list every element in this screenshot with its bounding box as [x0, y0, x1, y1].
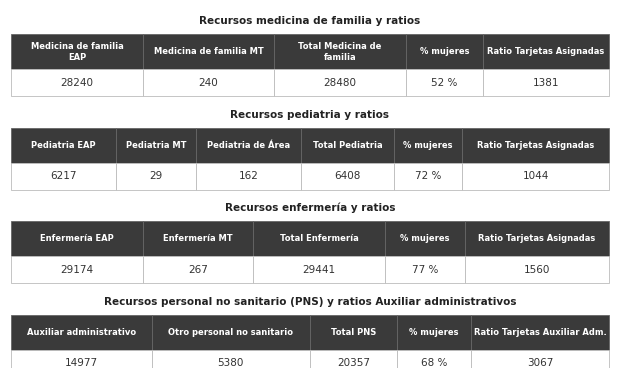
Bar	[143, 69, 274, 96]
Bar	[301, 163, 394, 190]
Text: Ratio Tarjetas Auxiliar Adm.: Ratio Tarjetas Auxiliar Adm.	[474, 328, 606, 337]
Bar	[143, 34, 274, 69]
Bar	[11, 128, 116, 163]
Bar	[143, 256, 253, 283]
Text: % mujeres: % mujeres	[420, 47, 469, 56]
Bar	[11, 163, 116, 190]
Text: Medicina de familia MT: Medicina de familia MT	[154, 47, 264, 56]
Text: Recursos pediatria y ratios: Recursos pediatria y ratios	[231, 110, 389, 120]
Text: 28480: 28480	[324, 78, 356, 88]
Text: 1044: 1044	[523, 171, 549, 181]
Bar	[484, 69, 609, 96]
Text: Total Pediatria: Total Pediatria	[312, 141, 382, 150]
Bar	[466, 221, 609, 256]
Bar	[11, 350, 152, 368]
Text: 72 %: 72 %	[415, 171, 441, 181]
Text: 14977: 14977	[65, 358, 98, 368]
Text: Enfermería EAP: Enfermería EAP	[40, 234, 114, 243]
Text: Enfermería MT: Enfermería MT	[163, 234, 232, 243]
Text: Total Medicina de
familia: Total Medicina de familia	[298, 42, 381, 62]
Bar	[384, 256, 466, 283]
Text: 267: 267	[188, 265, 208, 275]
Bar	[197, 163, 301, 190]
Bar	[484, 34, 609, 69]
Text: 1560: 1560	[524, 265, 551, 275]
Text: 29441: 29441	[303, 265, 335, 275]
Bar	[274, 34, 405, 69]
Bar	[310, 350, 397, 368]
Text: Otro personal no sanitario: Otro personal no sanitario	[168, 328, 293, 337]
Text: Pediatria EAP: Pediatria EAP	[31, 141, 95, 150]
Bar	[394, 128, 463, 163]
Bar	[116, 128, 197, 163]
Bar	[11, 69, 143, 96]
Bar	[253, 256, 384, 283]
Bar	[405, 34, 484, 69]
Text: 28240: 28240	[60, 78, 94, 88]
Bar	[143, 221, 253, 256]
Text: 20357: 20357	[337, 358, 370, 368]
Text: Recursos personal no sanitario (PNS) y ratios Auxiliar administrativos: Recursos personal no sanitario (PNS) y r…	[104, 297, 516, 307]
Text: 6408: 6408	[334, 171, 361, 181]
Bar	[384, 221, 466, 256]
Text: Ratio Tarjetas Asignadas: Ratio Tarjetas Asignadas	[487, 47, 604, 56]
Text: Medicina de familia
EAP: Medicina de familia EAP	[30, 42, 123, 62]
Bar	[11, 256, 143, 283]
Bar	[253, 221, 384, 256]
Bar	[152, 315, 310, 350]
Text: % mujeres: % mujeres	[409, 328, 459, 337]
Bar	[466, 256, 609, 283]
Bar	[116, 163, 197, 190]
Text: 240: 240	[198, 78, 218, 88]
Text: 1381: 1381	[533, 78, 559, 88]
Text: Pediatria MT: Pediatria MT	[126, 141, 187, 150]
Bar	[310, 315, 397, 350]
Text: 3067: 3067	[527, 358, 553, 368]
Text: Recursos medicina de familia y ratios: Recursos medicina de familia y ratios	[200, 16, 420, 26]
Text: 162: 162	[239, 171, 259, 181]
Text: 52 %: 52 %	[432, 78, 458, 88]
Bar	[463, 163, 609, 190]
Bar	[11, 315, 152, 350]
Text: Ratio Tarjetas Asignadas: Ratio Tarjetas Asignadas	[479, 234, 596, 243]
Text: 29174: 29174	[60, 265, 94, 275]
Text: Ratio Tarjetas Asignadas: Ratio Tarjetas Asignadas	[477, 141, 594, 150]
Text: Auxiliar administrativo: Auxiliar administrativo	[27, 328, 136, 337]
Bar	[397, 350, 471, 368]
Text: 77 %: 77 %	[412, 265, 438, 275]
Text: % mujeres: % mujeres	[403, 141, 453, 150]
Bar	[471, 350, 609, 368]
Bar	[152, 350, 310, 368]
Bar	[11, 34, 143, 69]
Text: 6217: 6217	[50, 171, 77, 181]
Bar	[463, 128, 609, 163]
Bar	[301, 128, 394, 163]
Text: % mujeres: % mujeres	[401, 234, 450, 243]
Bar	[397, 315, 471, 350]
Text: Total Enfermería: Total Enfermería	[280, 234, 358, 243]
Bar	[197, 128, 301, 163]
Text: Recursos enfermería y ratios: Recursos enfermería y ratios	[224, 203, 396, 213]
Text: Total PNS: Total PNS	[330, 328, 376, 337]
Bar	[11, 221, 143, 256]
Bar	[471, 315, 609, 350]
Text: Pediatria de Área: Pediatria de Área	[207, 141, 290, 150]
Bar	[394, 163, 463, 190]
Text: 5380: 5380	[218, 358, 244, 368]
Text: 29: 29	[149, 171, 162, 181]
Bar	[274, 69, 405, 96]
Bar	[405, 69, 484, 96]
Text: 68 %: 68 %	[421, 358, 447, 368]
